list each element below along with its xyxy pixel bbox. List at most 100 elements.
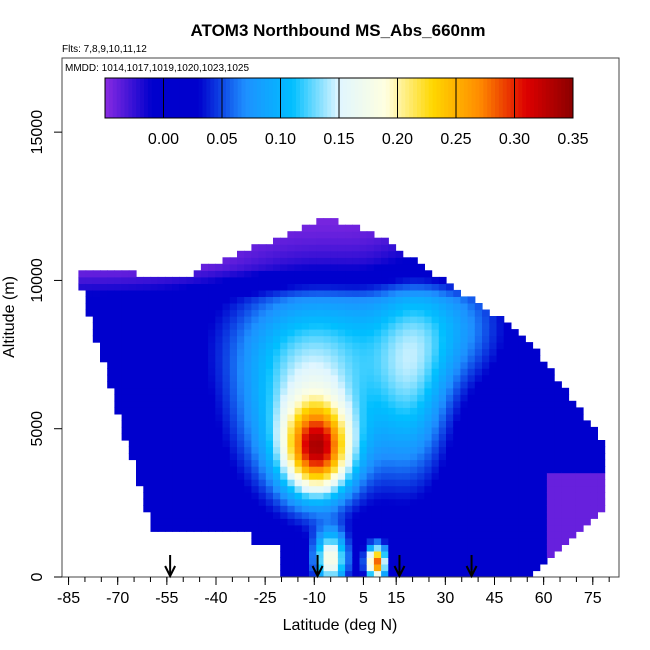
heatmap-cell [395, 257, 404, 265]
heatmap-cell [503, 511, 512, 519]
heatmap-cell [136, 394, 144, 402]
heatmap-cell [359, 355, 368, 363]
heatmap-cell [208, 322, 216, 330]
heatmap-cell [546, 498, 555, 506]
heatmap-cell [532, 537, 541, 545]
colorbar-swatch [471, 78, 476, 118]
heatmap-cell [539, 537, 548, 545]
heatmap-cell [496, 518, 505, 526]
heatmap-cell [482, 335, 490, 343]
heatmap-cell [453, 459, 461, 467]
colorbar-swatch [358, 78, 363, 118]
heatmap-cell [121, 400, 130, 408]
heatmap-cell [136, 387, 144, 395]
heatmap-cell [179, 400, 188, 408]
heatmap-cell [164, 303, 173, 311]
heatmap-cell [467, 459, 476, 467]
heatmap-cell [157, 374, 166, 382]
heatmap-cell [359, 400, 368, 408]
heatmap-cell [294, 237, 303, 245]
heatmap-cell [294, 505, 303, 513]
heatmap-cell [467, 322, 476, 330]
heatmap-cell [186, 329, 195, 337]
heatmap-cell [330, 511, 339, 519]
heatmap-cell [258, 479, 267, 487]
heatmap-cell [474, 440, 483, 448]
heatmap-cell [345, 564, 353, 572]
heatmap-cell [309, 407, 317, 415]
heatmap-cell [128, 387, 137, 395]
heatmap-cell [215, 407, 224, 415]
heatmap-cell [366, 511, 375, 519]
heatmap-cell [301, 498, 310, 506]
heatmap-cell [410, 544, 418, 552]
heatmap-cell [532, 446, 541, 454]
heatmap-cell [446, 289, 454, 297]
heatmap-cell [345, 309, 353, 317]
heatmap-cell [373, 564, 382, 572]
heatmap-cell [294, 250, 303, 258]
colorbar-swatch [381, 78, 387, 118]
heatmap-cell [395, 348, 404, 356]
heatmap-cell [222, 518, 231, 526]
heatmap-cell [345, 361, 353, 369]
heatmap-cell [200, 270, 209, 278]
heatmap-cell [417, 303, 425, 311]
heatmap-cell [395, 263, 404, 271]
heatmap-cell [438, 544, 447, 552]
heatmap-cell [316, 420, 325, 428]
heatmap-cell [273, 244, 281, 252]
heatmap-cell [510, 466, 519, 474]
heatmap-cell [424, 270, 433, 278]
heatmap-cell [554, 426, 562, 434]
heatmap-cell [446, 368, 454, 376]
heatmap-cell [352, 270, 361, 278]
heatmap-cell [554, 531, 562, 539]
heatmap-cell [301, 407, 310, 415]
heatmap-cell [157, 303, 166, 311]
heatmap-cell [410, 433, 418, 441]
heatmap-cell [222, 276, 231, 284]
heatmap-cell [114, 361, 123, 369]
heatmap-cell [460, 544, 469, 552]
heatmap-cell [208, 303, 216, 311]
heatmap-cell [330, 348, 339, 356]
heatmap-cell [482, 557, 490, 565]
heatmap-cell [568, 420, 577, 428]
heatmap-cell [100, 303, 108, 311]
heatmap-cell [373, 342, 382, 350]
heatmap-cell [518, 368, 526, 376]
heatmap-cell [503, 518, 512, 526]
heatmap-cell [359, 361, 368, 369]
heatmap-cell [410, 537, 418, 545]
heatmap-cell [222, 394, 231, 402]
heatmap-cell [410, 511, 418, 519]
heatmap-cell [294, 426, 303, 434]
heatmap-cell [460, 420, 469, 428]
heatmap-cell [301, 524, 310, 532]
heatmap-cell [309, 479, 317, 487]
heatmap-cell [438, 433, 447, 441]
heatmap-cell [273, 459, 281, 467]
heatmap-cell [229, 276, 238, 284]
heatmap-cell [410, 342, 418, 350]
heatmap-cell [280, 492, 288, 500]
heatmap-cell [359, 263, 368, 271]
heatmap-cell [395, 322, 404, 330]
colorbar-tick-label: 0.00 [148, 131, 179, 148]
heatmap-cell [128, 303, 137, 311]
heatmap-cell [164, 329, 173, 337]
heatmap-cell [193, 511, 202, 519]
colorbar-swatch [537, 78, 543, 118]
heatmap-cell [345, 511, 353, 519]
heatmap-cell [316, 413, 325, 421]
heatmap-cell [381, 524, 389, 532]
heatmap-cell [453, 550, 461, 558]
heatmap-field [78, 218, 606, 577]
heatmap-cell [136, 289, 144, 297]
heatmap-cell [157, 413, 166, 421]
heatmap-cell [453, 531, 461, 539]
heatmap-cell [561, 407, 570, 415]
heatmap-cell [222, 492, 231, 500]
heatmap-cell [128, 348, 137, 356]
